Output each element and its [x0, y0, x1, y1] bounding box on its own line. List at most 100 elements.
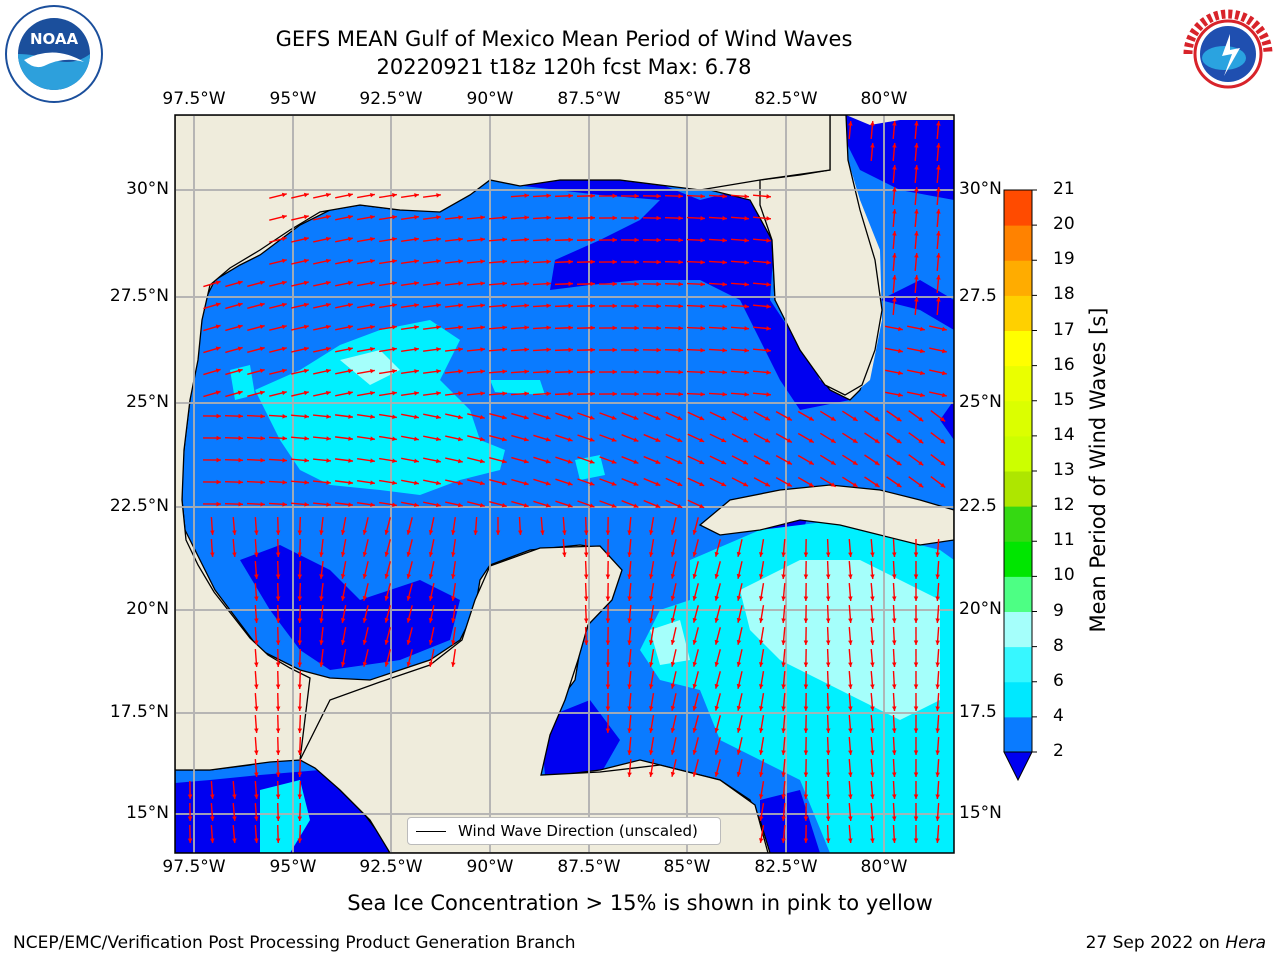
colorbar-tick-label: 2 [1053, 741, 1064, 761]
wind-arrow-head [655, 437, 661, 442]
wind-arrow-head [678, 369, 683, 375]
wind-arrow-head [803, 684, 809, 689]
wind-arrow-head [501, 436, 507, 442]
wind-arrow-head [870, 838, 875, 843]
wind-arrow-head [700, 369, 705, 375]
wind-arrow-head [297, 816, 303, 821]
wind-arrow-head [892, 209, 897, 214]
wind-arrow-head [567, 481, 573, 486]
wind-arrow-head [362, 529, 368, 535]
wind-arrow-head [216, 501, 221, 507]
wind-arrow-head [523, 415, 529, 420]
wind-arrow-head [319, 530, 324, 535]
wind-arrow-head [692, 705, 698, 711]
wind-arrow-head [232, 816, 237, 821]
wind-arrow-head [914, 143, 919, 148]
wind-arrow-head [627, 530, 632, 535]
wind-arrow-head [634, 347, 639, 353]
wind-arrow-head [935, 618, 940, 623]
wind-arrow-head [656, 193, 661, 199]
wind-arrow-head [892, 143, 897, 148]
wind-arrow-head [340, 618, 346, 623]
wind-arrow-head [589, 481, 595, 486]
wind-arrow-head [605, 706, 611, 711]
colorbar-tick-label: 9 [1053, 600, 1064, 621]
wind-arrow-head [210, 530, 215, 535]
wind-arrow-head [428, 661, 434, 667]
wind-arrow-head [736, 705, 742, 711]
wind-arrow-head [325, 368, 331, 374]
wind-arrow-head [325, 324, 331, 330]
wind-arrow-head [303, 280, 309, 286]
wind-arrow-head [627, 640, 632, 645]
graticule [175, 115, 954, 853]
wind-arrow-head [319, 596, 324, 601]
sea-ice-note: Sea Ice Concentration > 15% is shown in … [347, 891, 933, 915]
wind-arrow-head [304, 414, 309, 419]
wind-arrow-head [627, 596, 632, 601]
wind-arrow-head [458, 325, 463, 330]
wind-arrow-head [370, 502, 375, 507]
wind-arrow-head [627, 706, 632, 711]
wind-arrow-head [524, 281, 529, 286]
wind-arrow-head [612, 347, 617, 353]
wind-arrow-head [436, 281, 441, 286]
wind-arrow-head [254, 838, 259, 843]
wind-arrow-head [714, 683, 720, 689]
wind-arrow-head [304, 436, 309, 441]
wind-arrow-head [627, 552, 632, 557]
wind-arrow-head [722, 348, 727, 353]
wind-arrow-head [612, 237, 617, 243]
wind-arrow-head [210, 552, 215, 557]
wind-arrow-head [237, 280, 243, 285]
wind-arrow-head [326, 458, 331, 463]
wind-arrow-head [297, 596, 303, 601]
wind-arrow-head [406, 617, 412, 623]
wind-arrow-head [590, 259, 595, 265]
wind-arrow-head [275, 618, 281, 623]
wind-arrow-head [935, 838, 940, 843]
colorbar-segment [1004, 541, 1032, 577]
wind-arrow-head [848, 838, 853, 843]
wind-arrow-head [714, 771, 720, 777]
wind-arrow-head [936, 187, 941, 192]
wind-arrow-head [325, 214, 331, 220]
wind-arrow-head [825, 816, 831, 821]
wind-arrow-head [524, 215, 529, 220]
wind-arrow-head [649, 596, 654, 601]
wind-arrow-head [848, 574, 853, 579]
wind-arrow-head [670, 705, 676, 711]
wind-arrow-head [414, 480, 419, 486]
colorbar-segment [1004, 400, 1032, 437]
wind-arrow-head [281, 236, 287, 242]
lon-tick-top: 87.5°W [557, 89, 621, 109]
wind-arrow-head [781, 596, 786, 601]
wind-arrow-head [567, 459, 573, 464]
wind-arrow-head [232, 530, 237, 535]
wind-arrow-head [436, 325, 441, 330]
wind-arrow-head [936, 121, 941, 126]
wind-arrow-head [568, 347, 573, 353]
wind-arrow-head [458, 369, 463, 374]
wind-arrow-head [362, 617, 368, 623]
wind-arrow-head [892, 253, 897, 258]
wind-arrow-head [649, 728, 654, 733]
wind-arrow-head [891, 640, 897, 645]
wind-arrow-head [692, 683, 698, 689]
wind-arrow-head [940, 416, 946, 422]
wind-arrow-head [568, 215, 573, 221]
wind-arrow-head [935, 794, 940, 799]
wind-arrow-head [891, 772, 897, 777]
wind-arrow-head [282, 436, 287, 441]
wind-arrow-head [848, 662, 853, 667]
wind-arrow-head [392, 436, 397, 441]
wind-arrow-head [340, 596, 346, 601]
wind-arrow-head [803, 552, 809, 557]
wind-arrow-head [457, 480, 463, 486]
wind-arrow-head [722, 326, 727, 331]
wind-arrow-head [678, 347, 683, 353]
wind-arrow-head [232, 838, 237, 843]
wind-arrow-head [435, 502, 441, 508]
wind-arrow-head [605, 618, 611, 623]
wind-arrow-head [326, 502, 331, 507]
